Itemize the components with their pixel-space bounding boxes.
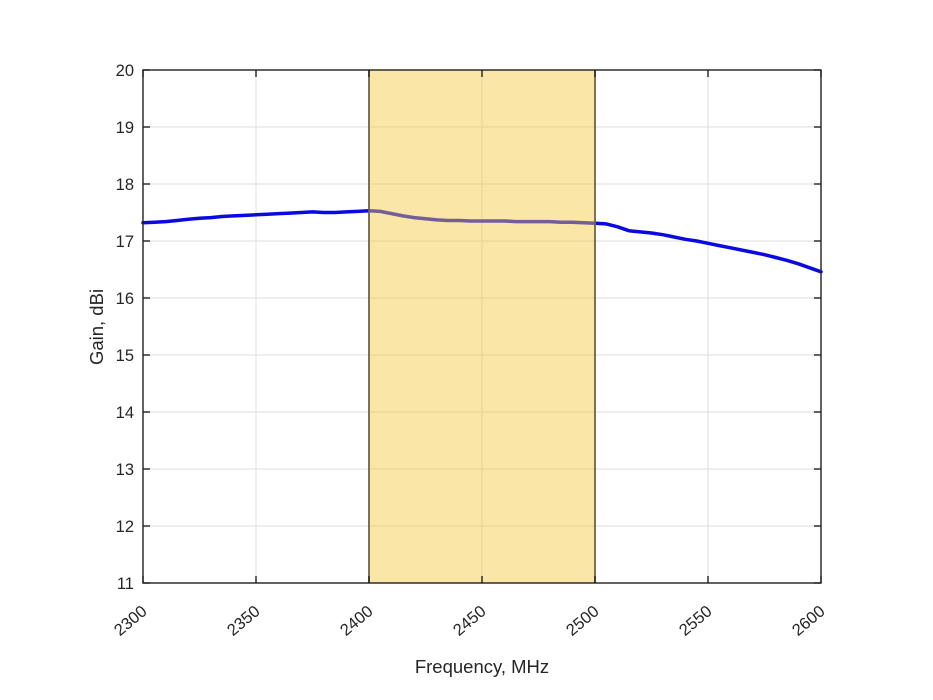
y-tick-label: 19 (116, 119, 134, 137)
x-tick-label: 2400 (337, 602, 377, 639)
x-axis-label: Frequency, MHz (415, 656, 549, 677)
chart-plot-area: 2300 2350 2400 2450 2500 2550 2600 11 12 13 14 15 16… (111, 62, 829, 640)
x-tick-label: 2300 (111, 602, 151, 639)
y-tick-label: 20 (116, 62, 134, 80)
gain-curve (141, 209, 823, 274)
x-tick-label: 2500 (563, 602, 603, 639)
x-tick-label: 2450 (450, 602, 490, 639)
y-tick-label: 11 (117, 575, 134, 593)
x-tick-label: 2550 (676, 602, 716, 639)
y-tick-label: 16 (116, 290, 134, 308)
y-tick-label: 13 (116, 461, 134, 479)
highlighted-frequency-band (369, 70, 595, 583)
x-tick-label: 2350 (224, 602, 264, 639)
y-tick-label: 18 (116, 176, 134, 194)
y-tick-label: 12 (116, 518, 134, 536)
y-tick-label: 15 (116, 347, 134, 365)
x-tick-label: 2600 (789, 602, 829, 639)
y-tick-label: 17 (116, 233, 134, 251)
y-tick-label: 14 (116, 404, 134, 422)
y-axis-label: Gain, dBi (86, 289, 107, 365)
